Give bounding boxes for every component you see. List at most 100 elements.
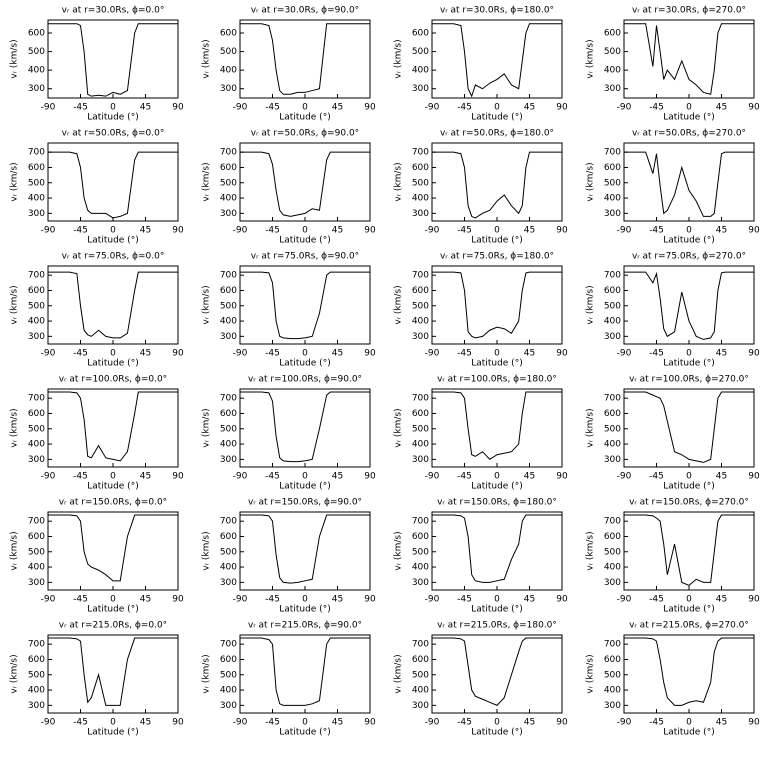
plot-frame bbox=[431, 19, 563, 99]
x-tick-label: 0 bbox=[110, 718, 116, 728]
data-line bbox=[624, 637, 754, 706]
data-line bbox=[432, 391, 562, 460]
chart-title: vᵣ at r=50.0Rs, ϕ=0.0° bbox=[62, 129, 165, 139]
x-tick-label: -90 bbox=[425, 718, 440, 728]
y-tick-label: 600 bbox=[220, 286, 237, 296]
x-tick-label: 90 bbox=[364, 103, 376, 113]
y-tick-label: 500 bbox=[412, 47, 429, 57]
y-tick-label: 300 bbox=[604, 455, 621, 465]
x-tick-label: -90 bbox=[233, 472, 248, 482]
x-tick-label: -90 bbox=[41, 103, 56, 113]
x-tick-label: 90 bbox=[556, 103, 568, 113]
y-tick-label: 300 bbox=[412, 84, 429, 94]
x-tick-label: -45 bbox=[265, 472, 280, 482]
x-axis-label: Latitude (°) bbox=[471, 359, 522, 369]
y-tick-label: 400 bbox=[604, 194, 621, 204]
y-tick-label: 700 bbox=[28, 640, 45, 650]
x-tick-label: 90 bbox=[364, 226, 376, 236]
x-tick-label: -45 bbox=[265, 103, 280, 113]
y-tick-label: 400 bbox=[220, 686, 237, 696]
x-tick-label: -45 bbox=[73, 349, 88, 359]
x-tick-label: 0 bbox=[686, 349, 692, 359]
y-tick-label: 700 bbox=[412, 148, 429, 158]
x-tick-label: -45 bbox=[73, 718, 88, 728]
y-tick-label: 400 bbox=[220, 66, 237, 76]
chart-title: vᵣ at r=100.0Rs, ϕ=0.0° bbox=[59, 375, 167, 385]
x-axis-label: Latitude (°) bbox=[471, 605, 522, 615]
x-tick-label: 45 bbox=[332, 595, 343, 605]
chart-title: vᵣ at r=150.0Rs, ϕ=90.0° bbox=[248, 498, 362, 508]
y-tick-label: 300 bbox=[220, 578, 237, 588]
x-tick-label: 0 bbox=[110, 226, 116, 236]
x-tick-label: 90 bbox=[748, 226, 760, 236]
x-tick-label: -90 bbox=[41, 595, 56, 605]
data-line bbox=[48, 271, 178, 339]
x-tick-label: 90 bbox=[364, 472, 376, 482]
x-tick-label: -45 bbox=[73, 103, 88, 113]
x-tick-label: 45 bbox=[140, 226, 151, 236]
data-line bbox=[432, 23, 562, 98]
x-tick-label: 45 bbox=[716, 226, 727, 236]
chart-title: vᵣ at r=30.0Rs, ϕ=180.0° bbox=[440, 6, 554, 16]
x-tick-label: 45 bbox=[716, 472, 727, 482]
x-tick-label: -45 bbox=[73, 226, 88, 236]
y-tick-label: 500 bbox=[412, 424, 429, 434]
x-tick-label: 0 bbox=[302, 472, 308, 482]
x-tick-label: -90 bbox=[617, 226, 632, 236]
x-tick-label: -90 bbox=[233, 595, 248, 605]
y-tick-label: 600 bbox=[28, 29, 45, 39]
y-tick-label: 600 bbox=[220, 29, 237, 39]
y-axis-label: vᵣ (km/s) bbox=[394, 531, 404, 570]
data-line bbox=[240, 637, 370, 706]
x-tick-label: -90 bbox=[41, 226, 56, 236]
chart-title: vᵣ at r=100.0Rs, ϕ=90.0° bbox=[248, 375, 362, 385]
plot-frame bbox=[239, 19, 371, 99]
y-axis-label: vᵣ (km/s) bbox=[202, 408, 212, 447]
x-tick-label: 0 bbox=[494, 595, 500, 605]
x-tick-label: -90 bbox=[41, 472, 56, 482]
y-tick-label: 500 bbox=[28, 670, 45, 680]
data-line bbox=[240, 23, 370, 95]
data-line bbox=[432, 514, 562, 583]
y-tick-label: 600 bbox=[604, 532, 621, 542]
y-tick-label: 400 bbox=[28, 686, 45, 696]
y-tick-label: 600 bbox=[412, 286, 429, 296]
x-axis-label: Latitude (°) bbox=[663, 236, 714, 246]
y-tick-label: 600 bbox=[28, 532, 45, 542]
plot-frame bbox=[431, 142, 563, 222]
y-tick-label: 500 bbox=[604, 547, 621, 557]
x-axis-label: Latitude (°) bbox=[663, 359, 714, 369]
x-axis-label: Latitude (°) bbox=[87, 605, 138, 615]
chart-title: vᵣ at r=150.0Rs, ϕ=0.0° bbox=[59, 498, 167, 508]
y-axis-label: vᵣ (km/s) bbox=[10, 162, 20, 201]
y-tick-label: 600 bbox=[28, 655, 45, 665]
y-tick-label: 500 bbox=[28, 47, 45, 57]
x-tick-label: 0 bbox=[110, 103, 116, 113]
y-tick-label: 600 bbox=[412, 409, 429, 419]
x-tick-label: 0 bbox=[494, 349, 500, 359]
data-line bbox=[48, 23, 178, 97]
y-tick-label: 400 bbox=[604, 686, 621, 696]
data-line bbox=[48, 637, 178, 706]
x-tick-label: -90 bbox=[41, 349, 56, 359]
data-line bbox=[240, 514, 370, 584]
x-tick-label: 90 bbox=[748, 349, 760, 359]
x-tick-label: -90 bbox=[425, 472, 440, 482]
x-tick-label: -45 bbox=[457, 595, 472, 605]
x-tick-label: 90 bbox=[172, 103, 184, 113]
x-tick-label: 45 bbox=[524, 349, 535, 359]
plot-frame bbox=[239, 511, 371, 591]
x-tick-label: 90 bbox=[556, 718, 568, 728]
chart-title: vᵣ at r=30.0Rs, ϕ=90.0° bbox=[251, 6, 359, 16]
x-tick-label: -90 bbox=[233, 103, 248, 113]
x-tick-label: -90 bbox=[617, 595, 632, 605]
x-axis-label: Latitude (°) bbox=[87, 359, 138, 369]
chart-title: vᵣ at r=100.0Rs, ϕ=180.0° bbox=[437, 375, 557, 385]
y-tick-label: 600 bbox=[604, 163, 621, 173]
y-tick-label: 600 bbox=[604, 29, 621, 39]
data-line bbox=[48, 391, 178, 462]
data-line bbox=[624, 23, 754, 95]
y-tick-label: 600 bbox=[412, 29, 429, 39]
y-tick-label: 700 bbox=[412, 517, 429, 527]
